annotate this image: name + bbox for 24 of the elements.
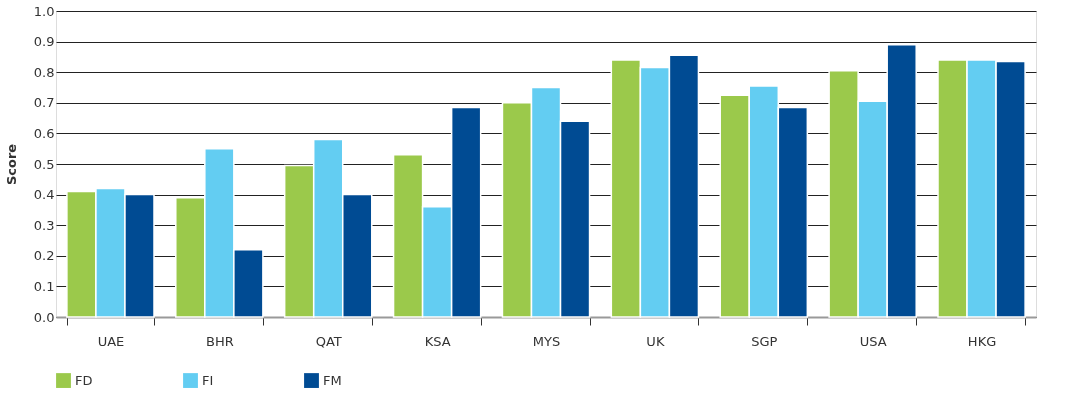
y-tick-label: 0.1 — [33, 278, 55, 294]
y-axis-title: Score — [3, 143, 19, 186]
y-tick-label: 0.3 — [33, 217, 55, 233]
x-tick-label: HKG — [967, 333, 997, 349]
x-tick-label: SGP — [751, 333, 778, 349]
x-tick-label: USA — [859, 333, 887, 349]
x-tick-label: MYS — [532, 333, 561, 349]
y-tick-label: 0.5 — [33, 156, 55, 172]
legend-label: FI — [202, 372, 214, 388]
y-tick-label: 0.8 — [33, 64, 55, 80]
legend-label: FD — [75, 372, 93, 388]
legend-label: FM — [323, 372, 342, 388]
x-tick-label: UAE — [97, 333, 125, 349]
x-tick-label: QAT — [315, 333, 342, 349]
y-tick-label: 0.7 — [33, 95, 55, 111]
y-tick-label: 0.0 — [33, 309, 55, 325]
y-tick-label: 0.4 — [33, 187, 55, 203]
y-tick-label: 1.0 — [33, 3, 55, 19]
y-tick-label: 0.2 — [33, 248, 55, 264]
x-tick-label: UK — [646, 333, 665, 349]
y-tick-label: 0.9 — [33, 34, 55, 50]
x-tick-label: KSA — [424, 333, 451, 349]
x-tick-label: BHR — [205, 333, 234, 349]
y-tick-label: 0.6 — [33, 125, 55, 141]
